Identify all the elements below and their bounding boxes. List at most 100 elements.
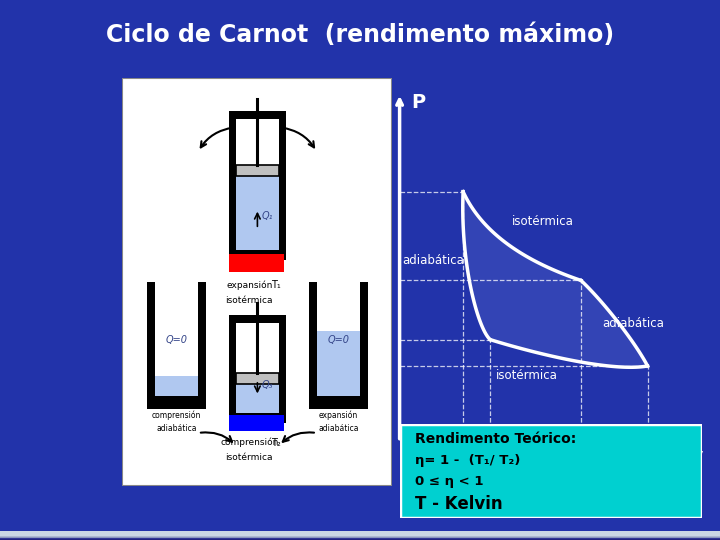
- Bar: [0, 531, 720, 536]
- Bar: [0, 532, 720, 537]
- Bar: [0, 534, 720, 538]
- Bar: [229, 315, 286, 323]
- Bar: [0, 531, 720, 536]
- Text: Q=0: Q=0: [166, 335, 187, 345]
- Bar: [0, 533, 720, 538]
- Bar: [0, 532, 720, 536]
- Bar: [229, 413, 286, 423]
- Text: η= 1 -  (T₁/ T₂): η= 1 - (T₁/ T₂): [415, 454, 520, 467]
- Bar: [0, 532, 720, 537]
- Bar: [0, 534, 720, 538]
- Bar: [0, 532, 720, 537]
- Bar: [229, 249, 286, 260]
- Bar: [0, 535, 720, 539]
- Bar: [0, 534, 720, 538]
- Bar: [0, 534, 720, 538]
- Bar: [0, 531, 720, 536]
- Bar: [0, 535, 720, 539]
- Text: Ciclo de Carnot  (rendimento máximo): Ciclo de Carnot (rendimento máximo): [106, 23, 614, 47]
- Bar: [0, 534, 720, 538]
- Bar: [229, 323, 236, 423]
- Bar: [0, 534, 720, 538]
- Bar: [0, 535, 720, 540]
- Bar: [0, 533, 720, 537]
- Bar: [0, 532, 720, 537]
- Bar: [0, 532, 720, 536]
- Bar: [0, 535, 720, 539]
- Bar: [0, 534, 720, 538]
- Text: comprensión: comprensión: [220, 438, 279, 448]
- Bar: [0, 531, 720, 536]
- Text: 0 ≤ η < 1: 0 ≤ η < 1: [415, 475, 483, 488]
- Text: adiabática: adiabática: [156, 424, 197, 433]
- Text: isotérmica: isotérmica: [495, 369, 557, 382]
- Bar: [0, 535, 720, 539]
- Bar: [0, 531, 720, 536]
- Bar: [0, 532, 720, 536]
- Bar: [0, 535, 720, 539]
- Bar: [0, 535, 720, 539]
- Bar: [0, 531, 720, 536]
- Bar: [0, 535, 720, 539]
- Bar: [0, 531, 720, 536]
- Bar: [0, 532, 720, 537]
- Text: expansión: expansión: [319, 410, 358, 420]
- Bar: [0, 532, 720, 536]
- Bar: [0, 532, 720, 537]
- Bar: [0, 533, 720, 537]
- Bar: [0, 533, 720, 537]
- Text: isotérmica: isotérmica: [511, 215, 573, 228]
- Bar: [0, 535, 720, 539]
- Text: isotérmica: isotérmica: [225, 296, 273, 306]
- Bar: [0, 532, 720, 536]
- Bar: [0, 535, 720, 539]
- Bar: [279, 119, 286, 260]
- Bar: [0, 536, 720, 540]
- Bar: [0, 532, 720, 537]
- Bar: [236, 165, 279, 176]
- Bar: [0, 534, 720, 538]
- Bar: [0, 534, 720, 538]
- Bar: [147, 282, 155, 409]
- Bar: [0, 533, 720, 537]
- Bar: [0, 535, 720, 539]
- Bar: [0, 535, 720, 539]
- Bar: [0, 534, 720, 538]
- Text: P: P: [412, 93, 426, 112]
- Text: comprensión: comprensión: [152, 410, 201, 420]
- Bar: [229, 119, 236, 260]
- Bar: [0, 535, 720, 540]
- Text: T₁: T₁: [271, 280, 281, 290]
- Text: adiabática: adiabática: [602, 317, 664, 330]
- Bar: [0, 533, 720, 538]
- Text: T₂: T₂: [271, 438, 281, 448]
- Bar: [0, 532, 720, 537]
- Bar: [0, 532, 720, 537]
- Bar: [0, 534, 720, 539]
- Bar: [0, 534, 720, 538]
- Bar: [0, 535, 720, 540]
- Bar: [0, 535, 720, 539]
- Bar: [0, 532, 720, 536]
- Bar: [0, 531, 720, 536]
- Bar: [0, 534, 720, 538]
- Bar: [0, 534, 720, 538]
- Bar: [0, 535, 720, 539]
- Text: V: V: [688, 450, 703, 469]
- Bar: [0, 534, 720, 538]
- Bar: [0, 534, 720, 538]
- Bar: [0, 533, 720, 537]
- Bar: [0, 531, 720, 536]
- Bar: [360, 282, 368, 409]
- Bar: [0, 535, 720, 540]
- Bar: [0, 534, 720, 538]
- Bar: [236, 176, 279, 249]
- Bar: [229, 254, 284, 272]
- Bar: [0, 535, 720, 539]
- Bar: [0, 532, 720, 537]
- Bar: [229, 415, 284, 431]
- Bar: [0, 532, 720, 536]
- Bar: [0, 534, 720, 539]
- Bar: [236, 373, 279, 384]
- Bar: [309, 396, 368, 409]
